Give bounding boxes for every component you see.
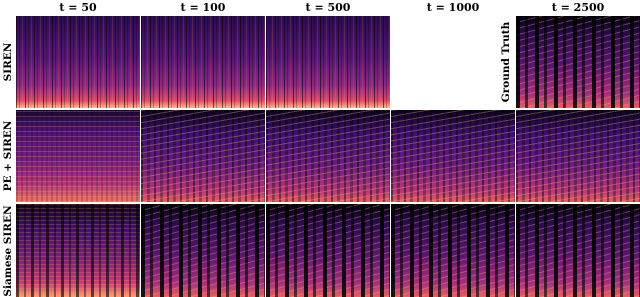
spectrogram (16, 204, 140, 297)
spectrogram (141, 16, 265, 108)
spectrogram (516, 110, 640, 202)
column-header: t = 500 (305, 1, 351, 14)
column-header: t = 50 (59, 1, 97, 14)
spectrogram (16, 110, 140, 202)
spectrogram (391, 110, 515, 202)
column-header: t = 2500 (551, 1, 605, 14)
spectrogram (391, 204, 515, 297)
row-label-box: SIREN (0, 16, 16, 108)
spectrogram (16, 16, 140, 108)
spectrogram (266, 110, 390, 202)
column-header: t = 1000 (426, 1, 480, 14)
row-label: PE + SIREN (2, 120, 14, 192)
row-label-box: Siamese SIREN (0, 204, 16, 297)
spectrogram (266, 204, 390, 297)
ground-truth-label: Ground Truth (500, 21, 512, 103)
ground-truth-spectrogram (516, 16, 640, 108)
row-label-box: PE + SIREN (0, 110, 16, 202)
row-label: SIREN (2, 42, 14, 82)
ground-truth-label-box: Ground Truth (498, 16, 514, 108)
spectrogram (266, 16, 390, 108)
row-label: Siamese SIREN (2, 204, 14, 297)
column-header: t = 100 (180, 1, 226, 14)
spectrogram (516, 204, 640, 297)
spectrogram (141, 204, 265, 297)
spectrogram (141, 110, 265, 202)
